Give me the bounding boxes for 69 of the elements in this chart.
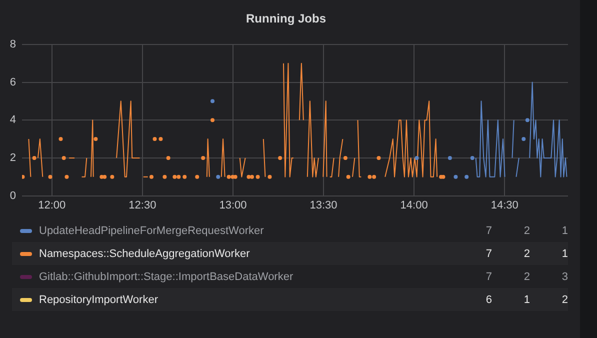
point (226, 174, 231, 179)
point (343, 156, 348, 160)
point (102, 174, 107, 179)
x-tick-label: 13:30 (310, 199, 338, 212)
point (246, 174, 251, 179)
point (22, 174, 25, 179)
point (152, 137, 157, 142)
legend-label: RepositoryImportWorker (39, 294, 159, 306)
text: 2 (522, 224, 530, 236)
point (268, 174, 272, 179)
point (162, 174, 167, 179)
text: 2 (522, 270, 530, 282)
point (149, 174, 154, 179)
point (48, 174, 52, 179)
point (525, 118, 530, 122)
point (176, 174, 181, 179)
point (94, 137, 98, 142)
y-tick-label: 6 (10, 76, 16, 88)
legend-label: Namespaces::ScheduleAggregationWorker (39, 248, 251, 260)
legend-label: UpdateHeadPipelineForMergeRequestWorker (39, 224, 265, 236)
point (32, 156, 36, 160)
point (256, 174, 260, 179)
point (216, 174, 220, 179)
point (372, 174, 376, 179)
point (172, 174, 177, 179)
point (376, 156, 381, 160)
point (166, 156, 170, 160)
text: 6 (484, 294, 492, 306)
point (233, 174, 238, 179)
text: 7 (484, 224, 492, 236)
point (278, 156, 282, 160)
text: 1 (560, 224, 568, 236)
point (195, 174, 200, 179)
y-tick-label: 2 (10, 152, 16, 164)
point (470, 156, 474, 160)
point (250, 174, 254, 179)
point (182, 174, 187, 179)
chart-title: Running Jobs (246, 12, 326, 26)
text: 7 (484, 248, 492, 260)
text: 1 (522, 294, 530, 306)
point (58, 137, 63, 142)
x-tick-label: 14:00 (400, 199, 428, 212)
point (414, 156, 419, 160)
x-tick-label: 13:00 (219, 199, 247, 212)
x-tick-label: 14:30 (490, 199, 518, 212)
point (210, 99, 215, 104)
point (62, 156, 66, 160)
y-tick-label: 8 (10, 38, 16, 50)
text: 1 (560, 248, 568, 260)
x-tick-label: 12:00 (38, 199, 66, 212)
point (110, 174, 114, 179)
point (158, 137, 163, 142)
point (64, 174, 69, 179)
y-tick-label: 4 (10, 114, 16, 126)
point (210, 118, 215, 122)
text: 3 (560, 270, 568, 282)
point (464, 174, 469, 179)
text: 2 (560, 294, 568, 306)
point (448, 156, 452, 160)
point (346, 174, 350, 179)
x-tick-label: 12:30 (128, 199, 156, 212)
text: 7 (484, 270, 492, 282)
point (201, 156, 206, 160)
text: 2 (522, 248, 530, 260)
point (368, 174, 372, 179)
point (522, 137, 526, 142)
legend-label: Gitlab::GithubImport::Stage::ImportBaseDataWorker (39, 270, 294, 282)
y-tick-label: 0 (10, 190, 16, 202)
point (454, 174, 458, 179)
